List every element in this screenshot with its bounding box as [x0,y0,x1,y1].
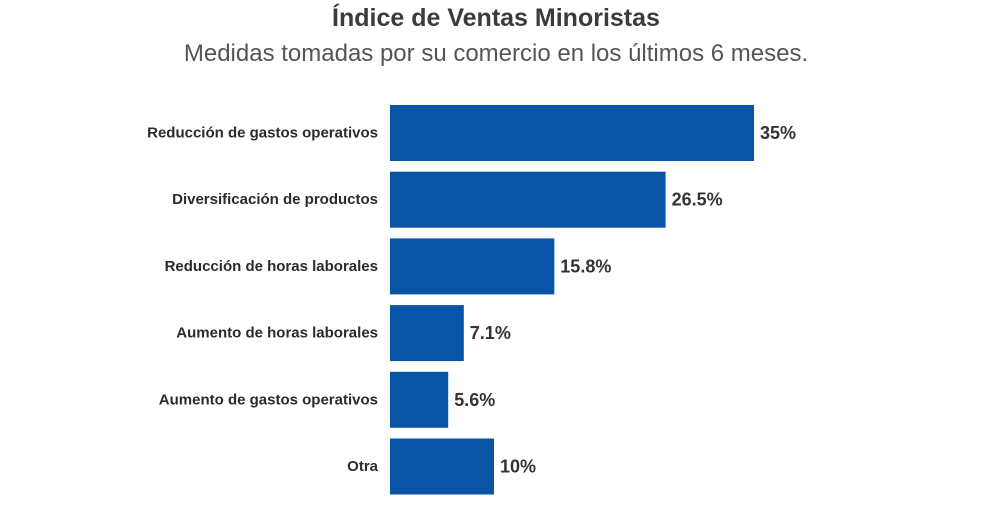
bar-1 [390,171,666,228]
value-label-3: 7.1% [470,323,511,343]
category-label-3: Aumento de horas laborales [176,325,378,342]
value-label-2: 15.8% [560,256,611,276]
bar-3 [390,305,464,362]
category-label-4: Aumento de gastos operativos [159,391,378,408]
category-label-1: Diversificación de productos [172,191,378,208]
bar-4 [390,371,449,428]
value-label-5: 10% [500,457,536,477]
category-label-2: Reducción de horas laborales [165,258,378,275]
bar-0 [390,105,754,161]
chart-subtitle: Medidas tomadas por su comercio en los ú… [183,40,809,67]
category-label-0: Reducción de gastos operativos [147,125,378,142]
bar-2 [390,238,555,295]
value-label-0: 35% [760,123,796,143]
chart-title: Índice de Ventas Minoristas [332,4,660,32]
bar-5 [390,438,494,495]
category-label-5: Otra [347,458,379,475]
value-label-1: 26.5% [672,190,723,210]
value-label-4: 5.6% [454,390,495,410]
